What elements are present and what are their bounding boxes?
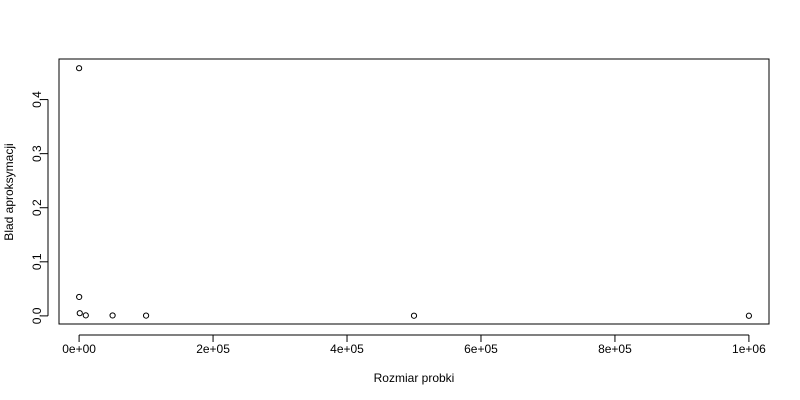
data-point: [142, 312, 150, 319]
data-point: [76, 65, 83, 72]
x-tick-label: 8e+05: [598, 342, 632, 356]
y-tick-label: 0.1: [30, 253, 44, 270]
x-axis: 0e+00 2e+05 4e+05 6e+05 8e+05 1e+06: [62, 334, 766, 356]
x-tick-label: 4e+05: [330, 342, 364, 356]
data-point: [76, 310, 83, 317]
y-tick-label: 0.0: [30, 307, 44, 324]
y-axis: 0.0 0.1 0.2 0.3 0.4: [30, 91, 49, 324]
data-points: [76, 65, 753, 319]
data-point: [82, 312, 89, 319]
data-point: [745, 312, 753, 319]
y-tick-label: 0.4: [30, 91, 44, 108]
data-point: [410, 312, 418, 319]
data-point: [109, 312, 116, 319]
x-tick-label: 6e+05: [464, 342, 498, 356]
y-tick-label: 0.2: [30, 199, 44, 216]
data-point: [76, 293, 83, 301]
x-axis-label: Rozmiar probki: [374, 371, 455, 385]
y-tick-label: 0.3: [30, 145, 44, 162]
y-axis-label: Blad aproksymacji: [2, 143, 16, 240]
plot-box: [58, 58, 770, 325]
x-tick-label: 0e+00: [62, 342, 96, 356]
x-tick-label: 2e+05: [196, 342, 230, 356]
x-tick-label: 1e+06: [732, 342, 766, 356]
